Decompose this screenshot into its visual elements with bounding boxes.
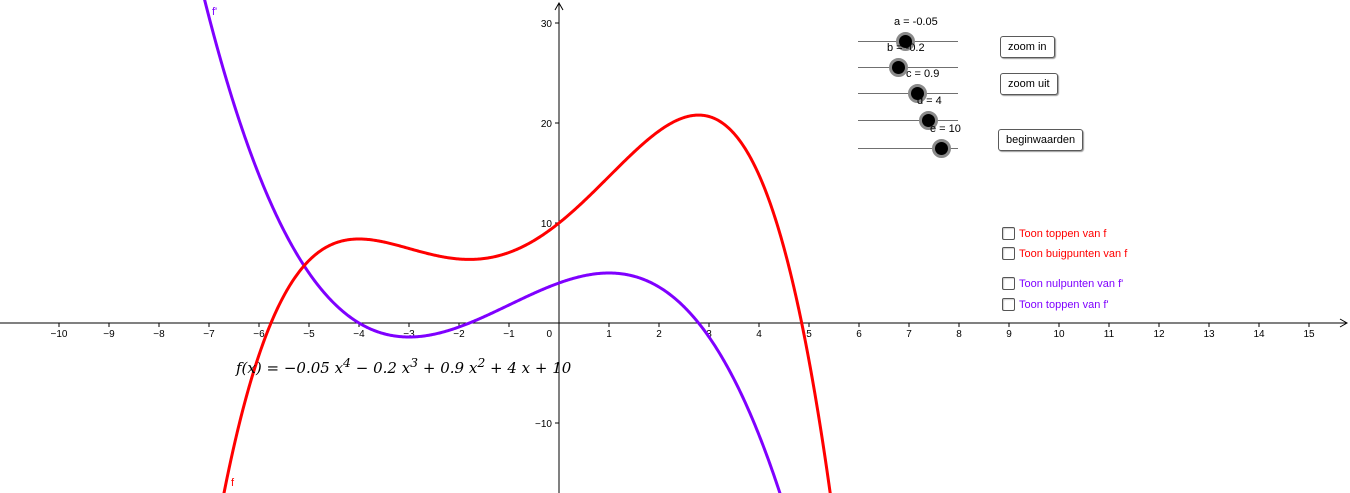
x-tick-label: 11 bbox=[1104, 329, 1115, 340]
y-tick-label: 10 bbox=[541, 219, 553, 230]
x-tick-label: −7 bbox=[203, 329, 215, 340]
formula-lhs: f(x) = bbox=[236, 359, 284, 377]
x-tick-label: 4 bbox=[756, 329, 762, 340]
zoom-in-button[interactable]: zoom in bbox=[1000, 36, 1055, 58]
curve-f bbox=[222, 113, 832, 493]
x-tick-label: −4 bbox=[353, 329, 365, 340]
x-tick-label: −10 bbox=[51, 329, 68, 340]
x-tick-label: −6 bbox=[253, 329, 265, 340]
curves bbox=[203, 0, 832, 493]
checkbox-label[interactable]: Toon toppen van f' bbox=[1019, 298, 1109, 311]
checkbox-box[interactable] bbox=[1002, 277, 1015, 290]
slider-label: e = 10 bbox=[930, 123, 961, 135]
zoom-out-button[interactable]: zoom uit bbox=[1000, 73, 1058, 95]
formula-term: − 0.2 x bbox=[350, 359, 411, 377]
y-tick-label: −10 bbox=[535, 419, 552, 430]
formula-term: + 4 x + 10 bbox=[485, 359, 572, 377]
x-tick-label: 13 bbox=[1203, 329, 1215, 340]
checkbox-box[interactable] bbox=[1002, 227, 1015, 240]
slider-knob[interactable] bbox=[919, 111, 938, 130]
x-tick-label: 9 bbox=[1006, 329, 1012, 340]
slider-knob[interactable] bbox=[889, 58, 908, 77]
slider-label: d = 4 bbox=[917, 95, 942, 107]
x-tick-label: 8 bbox=[956, 329, 962, 340]
slider-knob[interactable] bbox=[896, 32, 915, 51]
x-tick-label: 3 bbox=[706, 329, 712, 340]
slider-track[interactable] bbox=[858, 148, 958, 149]
slider-knob[interactable] bbox=[908, 84, 927, 103]
x-tick-label: 2 bbox=[656, 329, 662, 340]
tick-marks: −10 −9 −8 −7 −6 −5 −4 −3 −2 −1 1 2 3 4 5 6 7 8 9 10 11 12 13 14… bbox=[51, 19, 1315, 430]
x-tick-label: −1 bbox=[503, 329, 515, 340]
checkbox-nulpunten-f-prime[interactable]: Toon nulpunten van f' bbox=[1002, 277, 1123, 290]
x-tick-label: 1 bbox=[606, 329, 612, 340]
checkbox-box[interactable] bbox=[1002, 298, 1015, 311]
y-tick-label: 30 bbox=[541, 19, 553, 30]
slider-label: a = -0.05 bbox=[894, 16, 938, 28]
formula-term: −0.05 x bbox=[283, 359, 344, 377]
slider-label: c = 0.9 bbox=[906, 68, 940, 80]
curve-f-prime bbox=[203, 0, 782, 493]
x-tick-label: 15 bbox=[1303, 329, 1315, 340]
x-tick-label: 7 bbox=[906, 329, 912, 340]
x-tick-label: −9 bbox=[103, 329, 115, 340]
curve-label-f-prime: f' bbox=[212, 6, 217, 18]
y-axis-arrow bbox=[554, 1, 564, 11]
checkbox-label[interactable]: Toon buigpunten van f bbox=[1019, 247, 1128, 260]
x-tick-label: −3 bbox=[403, 329, 415, 340]
x-tick-label: 5 bbox=[806, 329, 812, 340]
checkbox-label[interactable]: Toon toppen van f bbox=[1019, 227, 1107, 240]
origin-label: 0 bbox=[546, 329, 552, 340]
function-formula: f(x) = −0.05 x4 − 0.2 x3 + 0.9 x2 + 4 x … bbox=[236, 355, 571, 377]
y-tick-label: 20 bbox=[541, 119, 553, 130]
checkbox-label[interactable]: Toon nulpunten van f' bbox=[1019, 277, 1124, 290]
x-axis-arrow bbox=[1339, 318, 1349, 328]
checkbox-toppen-f-prime[interactable]: Toon toppen van f' bbox=[1002, 298, 1109, 311]
formula-exponent: 2 bbox=[477, 355, 486, 370]
slider-track[interactable] bbox=[858, 67, 958, 68]
slider-label: b = -0.2 bbox=[887, 42, 925, 54]
x-tick-label: 12 bbox=[1153, 329, 1165, 340]
checkbox-buigpunten-f[interactable]: Toon buigpunten van f bbox=[1002, 247, 1127, 260]
x-tick-label: −8 bbox=[153, 329, 165, 340]
formula-exponent: 4 bbox=[343, 355, 351, 370]
x-tick-label: −5 bbox=[303, 329, 315, 340]
x-tick-label: 6 bbox=[856, 329, 862, 340]
curve-label-f: f bbox=[231, 477, 235, 489]
reset-values-button[interactable]: beginwaarden bbox=[998, 129, 1084, 151]
formula-exponent: 3 bbox=[410, 355, 419, 370]
x-tick-label: 10 bbox=[1053, 329, 1065, 340]
formula-term: + 0.9 x bbox=[418, 359, 478, 377]
checkbox-toppen-f[interactable]: Toon toppen van f bbox=[1002, 227, 1106, 240]
slider-track[interactable] bbox=[858, 120, 958, 121]
x-tick-label: −2 bbox=[453, 329, 465, 340]
x-tick-label: 14 bbox=[1253, 329, 1265, 340]
checkbox-box[interactable] bbox=[1002, 247, 1015, 260]
slider-knob[interactable] bbox=[932, 139, 951, 158]
